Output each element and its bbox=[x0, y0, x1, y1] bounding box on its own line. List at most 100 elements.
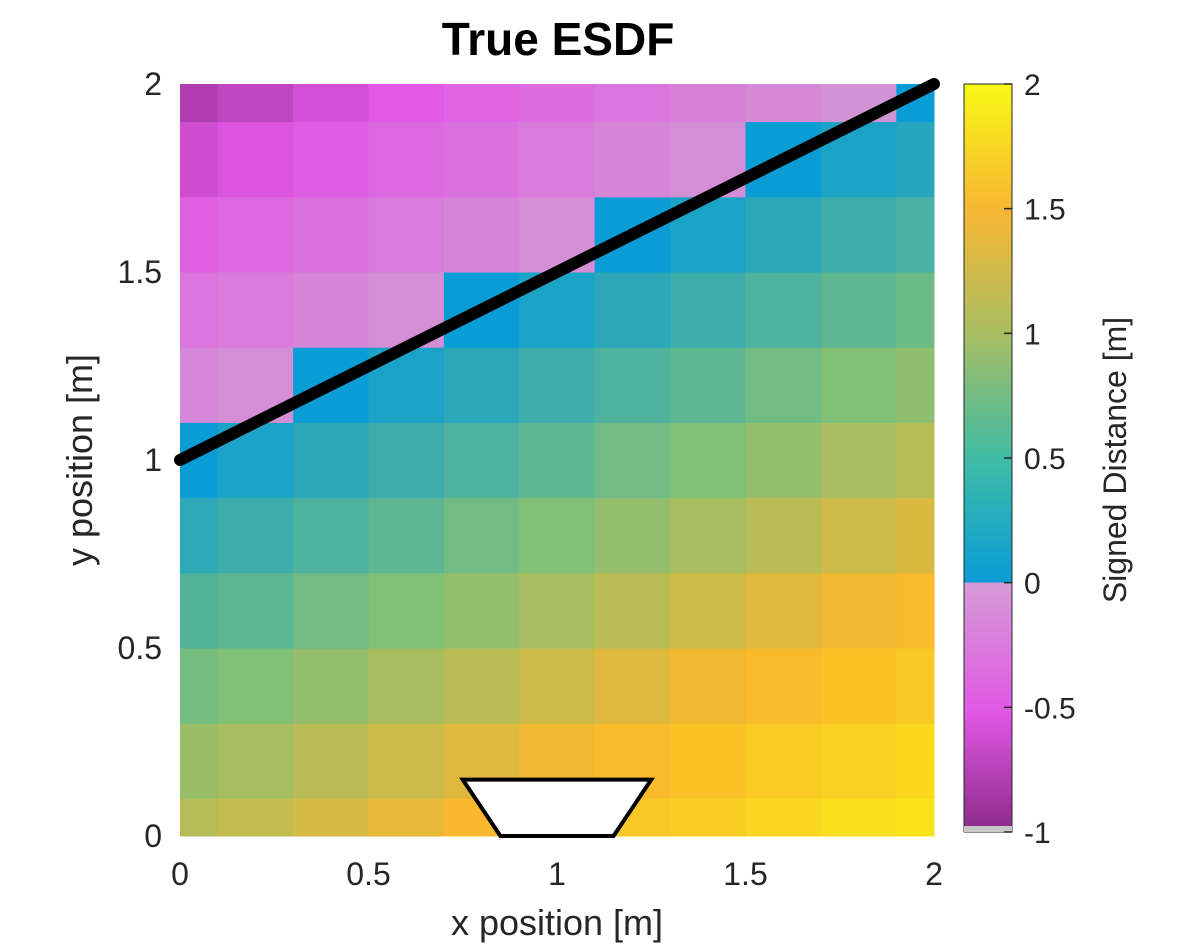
heatmap-cell bbox=[594, 84, 671, 123]
y-tick-label: 2 bbox=[144, 66, 162, 102]
heatmap-cell bbox=[293, 121, 369, 198]
heatmap-cell bbox=[519, 422, 596, 499]
heatmap-cell bbox=[745, 422, 822, 499]
heatmap-cell bbox=[896, 272, 935, 348]
heatmap-cell bbox=[519, 497, 596, 574]
heatmap-cell bbox=[180, 648, 219, 724]
heatmap-cell bbox=[594, 422, 671, 499]
heatmap-cell bbox=[670, 497, 746, 574]
chart-title: True ESDF bbox=[442, 13, 675, 65]
heatmap-cell bbox=[594, 497, 671, 574]
x-tick-label: 1 bbox=[548, 856, 566, 892]
heatmap-cell bbox=[820, 723, 897, 799]
x-tick-label: 1.5 bbox=[723, 856, 767, 892]
colorbar-tick-label: -0.5 bbox=[1024, 692, 1076, 725]
heatmap-cell bbox=[745, 572, 822, 649]
heatmap-cell bbox=[594, 572, 671, 649]
heatmap-cell bbox=[443, 497, 520, 574]
axis-ticks: 0 0.5 1 1.5 2 0 0.5 1 1.5 2 bbox=[118, 66, 943, 892]
heatmap-cell bbox=[896, 497, 935, 574]
heatmap-cell bbox=[217, 798, 294, 837]
heatmap-cell bbox=[293, 272, 369, 348]
heatmap-cell bbox=[745, 347, 822, 423]
heatmap-cell bbox=[180, 84, 219, 123]
colorbar-tick-label: 1 bbox=[1024, 318, 1041, 351]
colorbar-tick-label: 0 bbox=[1024, 568, 1041, 601]
heatmap-cell bbox=[594, 347, 671, 423]
heatmap-cell bbox=[180, 723, 219, 799]
x-axis-label: x position [m] bbox=[451, 902, 663, 943]
heatmap-cell bbox=[745, 648, 822, 724]
colorbar-tick-label: 0.5 bbox=[1024, 443, 1066, 476]
heatmap-cell bbox=[670, 84, 746, 123]
heatmap-cell bbox=[217, 497, 294, 574]
heatmap-cell bbox=[368, 723, 445, 799]
heatmap-cell bbox=[745, 84, 822, 123]
heatmap-cell bbox=[443, 347, 520, 423]
heatmap-cell bbox=[594, 648, 671, 724]
heatmap-cell bbox=[368, 422, 445, 499]
heatmap-cell bbox=[368, 648, 445, 724]
heatmap-cell bbox=[519, 347, 596, 423]
colorbar-label: Signed Distance [m] bbox=[1097, 317, 1133, 603]
y-axis-label: y position [m] bbox=[59, 354, 100, 566]
heatmap-cell bbox=[519, 572, 596, 649]
heatmap-cell bbox=[368, 196, 445, 273]
heatmap-cell bbox=[180, 798, 219, 837]
heatmap-cell bbox=[896, 648, 935, 724]
heatmap-cell bbox=[180, 497, 219, 574]
heatmap-cell bbox=[443, 422, 520, 499]
heatmap-cell bbox=[896, 347, 935, 423]
heatmap-cell bbox=[820, 347, 897, 423]
heatmap-cell bbox=[293, 648, 369, 724]
heatmap-cell bbox=[745, 196, 822, 273]
y-tick-label: 0.5 bbox=[118, 630, 162, 666]
heatmap-cell bbox=[896, 121, 935, 198]
heatmap-cell bbox=[180, 272, 219, 348]
obstacle-line bbox=[174, 78, 940, 466]
heatmap-cell bbox=[745, 497, 822, 574]
heatmap-cells bbox=[180, 84, 935, 837]
heatmap-cell bbox=[820, 798, 897, 837]
heatmap-cell bbox=[180, 121, 219, 198]
colorbar-tick-label: 2 bbox=[1024, 69, 1041, 102]
heatmap-cell bbox=[217, 121, 294, 198]
heatmap-cell bbox=[820, 422, 897, 499]
heatmap-cell bbox=[368, 497, 445, 574]
heatmap-cell bbox=[670, 723, 746, 799]
colorbar-nan-swatch bbox=[964, 826, 1012, 832]
heatmap-cell bbox=[443, 84, 520, 123]
heatmap-cell bbox=[443, 196, 520, 273]
heatmap-cell bbox=[519, 121, 596, 198]
heatmap-cell bbox=[293, 723, 369, 799]
heatmap-cell bbox=[368, 798, 445, 837]
heatmap-cell bbox=[820, 648, 897, 724]
heatmap-cell bbox=[519, 84, 596, 123]
heatmap-cell bbox=[217, 723, 294, 799]
x-tick-label: 0 bbox=[171, 856, 189, 892]
heatmap-cell bbox=[896, 798, 935, 837]
heatmap-cell bbox=[896, 572, 935, 649]
heatmap-cell bbox=[745, 723, 822, 799]
sensor-field-of-view bbox=[459, 777, 655, 838]
heatmap-cell bbox=[293, 196, 369, 273]
heatmap-cell bbox=[820, 497, 897, 574]
heatmap-cell bbox=[670, 272, 746, 348]
heatmap-cell bbox=[180, 572, 219, 649]
y-tick-label: 0 bbox=[144, 818, 162, 854]
heatmap-cell bbox=[670, 798, 746, 837]
heatmap-cell bbox=[820, 196, 897, 273]
heatmap-cell bbox=[293, 798, 369, 837]
heatmap-cell bbox=[217, 572, 294, 649]
heatmap-cell bbox=[896, 422, 935, 499]
heatmap-cell bbox=[293, 84, 369, 123]
heatmap-cell bbox=[180, 347, 219, 423]
heatmap-cell bbox=[519, 648, 596, 724]
heatmap-cell bbox=[293, 497, 369, 574]
x-tick-label: 0.5 bbox=[346, 856, 390, 892]
heatmap-cell bbox=[896, 723, 935, 799]
heatmap-cell bbox=[217, 272, 294, 348]
heatmap-cell bbox=[368, 84, 445, 123]
heatmap-cell bbox=[443, 572, 520, 649]
